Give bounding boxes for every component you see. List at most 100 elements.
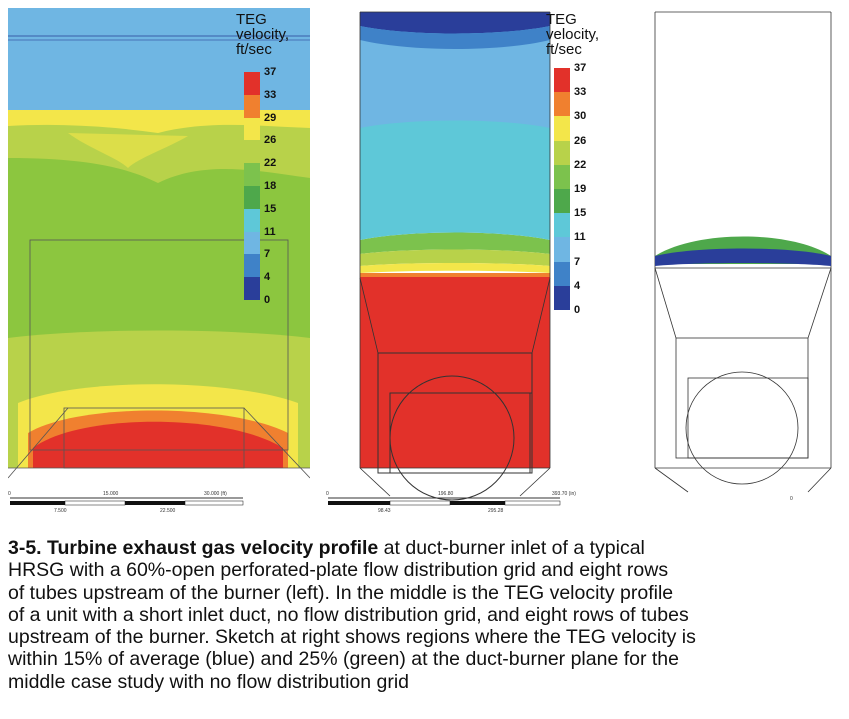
left-legend-swatch [244,94,260,119]
left-scale-label-b2: 22.500 [160,508,176,514]
left-legend-tick-label: 33 [264,88,277,101]
caption-line-1-rest: at duct-burner inlet of a typical [378,537,645,559]
left-top-band-yellow [8,110,310,133]
caption-bold-title: 3-5. Turbine exhaust gas velocity profil… [8,537,379,559]
left-legend-title: TEG velocity, ft/sec [236,12,310,57]
middle-velocity-panel: 0 196.80 393.70 (in) 98.43 295.28 TEG ve… [320,8,622,528]
right-diag-right [807,267,832,339]
left-legend-tick-label: 7 [264,248,271,261]
right-sketch-panel: 0 [636,8,844,528]
middle-scale-label-0: 0 [326,491,329,497]
right-diag-left [654,267,677,339]
left-legend-swatch [244,117,260,141]
middle-legend-title: TEG velocity, ft/sec [546,12,622,57]
right-diag-bottom-right [807,467,832,493]
middle-legend-tick-label: 15 [574,207,587,220]
middle-legend-swatch [554,285,570,311]
left-legend-tick-label: 37 [264,66,277,78]
left-legend-tick-label: 11 [264,225,276,238]
caption-line-4: of a unit with a short inlet duct, no fl… [8,603,689,626]
middle-legend-title-line-1: TEG [546,11,577,28]
right-diag-bottom-left [654,467,689,493]
left-legend-tick-label: 15 [264,202,277,215]
left-scale-bar-black-2 [125,501,185,505]
middle-scale-label-b2: 295.28 [488,508,504,514]
left-legend-swatch [244,186,260,210]
right-sketch-plot [654,11,832,493]
middle-cyan-top [360,102,550,128]
middle-legend-swatch [554,116,570,142]
middle-legend: TEG velocity, ft/sec 37 33 30 26 22 19 15 11 7 4 0 [546,12,622,316]
caption-line-7: middle case study with no flow distribut… [8,670,410,693]
middle-legend-swatch [554,140,570,166]
left-legend-colorbar [244,72,260,301]
middle-legend-swatch [554,68,570,93]
caption-line-2: HRSG with a 60%-open perforated-plate fl… [8,559,669,582]
middle-scale-label-mid: 196.80 [438,491,454,497]
middle-legend-tick-label: 11 [574,231,586,244]
middle-red-region [360,277,550,468]
middle-legend-title-line-3: ft/sec [546,41,582,58]
left-lower-band-red [33,421,283,468]
left-legend-swatch [244,254,260,278]
left-legend-swatch [244,72,260,96]
left-diag-left [8,407,69,479]
middle-legend-tick-label: 4 [574,279,581,292]
middle-lightgreen-band [360,249,550,266]
middle-green-band [360,232,550,254]
left-legend-title-line-3: ft/sec [236,41,272,58]
middle-legend-tick-label: 26 [574,134,587,147]
figure-caption: 3-5. Turbine exhaust gas velocity profil… [8,537,844,693]
middle-cyan-lower [360,195,550,240]
middle-diag-right [531,277,551,354]
middle-scale-bar-white-2 [504,500,561,506]
middle-diag-bottom-left [359,467,391,497]
left-legend-tick-label: 29 [264,111,277,124]
caption-line-3: of tubes upstream of the burner (left). … [8,581,674,604]
left-scale-bar-white-2 [184,500,244,506]
left-legend-tick-label: 26 [264,134,277,147]
left-legend-tick-label: 18 [264,180,277,192]
left-legend-tick-label: 22 [264,157,277,170]
middle-legend-colorbar [554,68,570,311]
left-legend-swatch [244,163,260,187]
left-legend: TEG velocity, ft/sec 37 33 29 26 22 18 15 11 7 4 0 [236,12,310,306]
middle-legend-swatch [554,237,570,263]
left-legend-swatch [244,277,260,301]
left-legend-title-line-1: TEG [236,11,267,28]
middle-contour-plot [320,8,622,528]
middle-legend-swatch [554,189,570,214]
middle-legend-swatch [554,213,570,238]
left-duct-outline [29,239,289,451]
middle-legend-tick-label: 30 [574,110,587,123]
left-scale-bar-white-1 [64,500,126,506]
middle-top-blue-band [360,26,550,49]
middle-orange-line [360,273,550,277]
caption-line-6: within 15% of average (blue) and 25% (gr… [8,648,679,671]
caption-line-1: 3-5. Turbine exhaust gas velocity profil… [8,537,844,559]
middle-legend-swatch [554,261,570,287]
caption-line-5: upstream of the burner. Sketch at right … [8,626,696,649]
middle-legend-tick-label: 33 [574,86,587,99]
left-scale-label-b1: 7.500 [54,508,67,514]
right-inner-box [687,377,809,459]
middle-burner-circle [389,375,515,501]
left-legend-swatch [244,208,260,233]
middle-diag-bottom-right [519,467,551,497]
left-velocity-panel: 0 15.000 30.000 (ft) 7.500 22.500 TEG ve… [8,8,310,528]
middle-diag-left [359,277,379,354]
middle-cyan-mid-band [360,130,550,168]
middle-legend-tick-label: 0 [574,304,581,316]
right-burner-circle [685,371,799,485]
left-legend-swatch [244,140,260,164]
middle-scale-bar-black-1 [328,501,390,505]
middle-yellow-band [360,263,550,273]
middle-legend-tick-label: 19 [574,183,587,195]
left-scale-bar-black-1 [10,501,65,505]
middle-legend-swatch [554,92,570,117]
left-legend-tick-label: 0 [264,294,271,306]
left-legend-tick-label: 4 [264,271,271,284]
middle-scale-bar-black-2 [450,501,505,505]
middle-legend-tick-label: 22 [574,158,587,171]
middle-legend-swatch [554,164,570,190]
